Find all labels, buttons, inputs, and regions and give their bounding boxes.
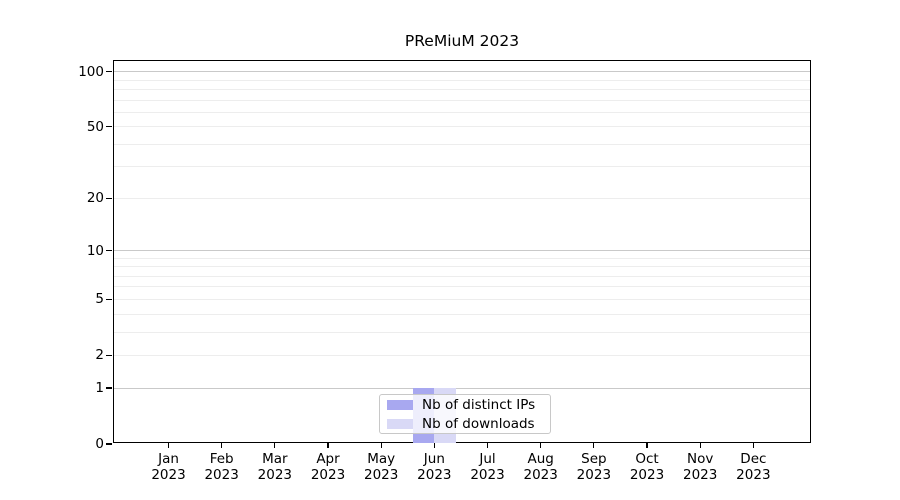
y-tick: [106, 387, 112, 389]
x-tick-month: Sep: [581, 451, 607, 467]
x-tick-year: 2023: [417, 467, 452, 483]
legend-swatch-distinct-ips: [387, 399, 413, 410]
x-tick: [274, 442, 276, 448]
x-tick-month: Aug: [527, 451, 554, 467]
x-tick-month: Dec: [740, 451, 767, 467]
gridline-minor: [114, 354, 810, 356]
gridline-minor: [114, 313, 810, 315]
x-tick-year: 2023: [683, 467, 718, 483]
legend-item-distinct-ips: Nb of distinct IPs: [380, 395, 550, 414]
x-tick-year: 2023: [629, 467, 665, 483]
x-tick-label: Feb 2023: [194, 451, 250, 483]
gridline-minor: [114, 126, 810, 128]
x-tick-year: 2023: [310, 467, 346, 483]
y-tick-label: 0: [95, 436, 104, 452]
gridline-minor: [114, 111, 810, 113]
x-tick-month: May: [367, 451, 396, 467]
legend-swatch-downloads: [387, 418, 413, 429]
x-tick: [327, 442, 329, 448]
x-tick-label: Aug 2023: [513, 451, 569, 483]
y-tick-label: 10: [86, 242, 104, 259]
x-tick: [221, 442, 223, 448]
x-tick-month: Jan: [158, 451, 179, 467]
y-tick: [106, 298, 112, 300]
gridline-major: [114, 387, 810, 389]
x-tick-year: 2023: [363, 467, 399, 483]
y-tick-label: 50: [86, 118, 104, 135]
x-tick-label: Nov 2023: [672, 451, 728, 483]
y-tick: [106, 126, 112, 128]
x-tick: [646, 442, 648, 448]
y-tick: [106, 70, 112, 73]
x-tick: [486, 442, 489, 448]
x-tick-month: Jun: [423, 451, 445, 467]
x-tick-year: 2023: [470, 467, 505, 483]
x-tick: [433, 442, 435, 448]
x-tick: [380, 442, 382, 448]
x-tick-month: Oct: [635, 451, 659, 467]
x-tick-year: 2023: [204, 467, 239, 483]
chart-title: PReMiuM 2023: [404, 32, 520, 50]
x-tick-month: Nov: [687, 451, 714, 467]
gridline-minor: [114, 166, 810, 168]
gridline-minor: [114, 79, 810, 81]
x-tick-month: Jul: [479, 451, 496, 467]
x-tick-label: Dec 2023: [725, 451, 781, 483]
y-tick-label: 1: [95, 380, 104, 397]
x-tick-label: Sep 2023: [566, 451, 622, 483]
x-tick-month: Apr: [316, 451, 340, 467]
x-tick-label: Jun 2023: [406, 451, 462, 483]
y-tick-label: 100: [78, 63, 104, 80]
gridline-minor: [114, 99, 810, 101]
gridline-minor: [114, 266, 810, 268]
gridline-minor: [114, 257, 810, 259]
x-tick-label: Mar 2023: [247, 451, 303, 483]
x-tick-year: 2023: [523, 467, 558, 483]
y-tick: [106, 249, 112, 252]
x-tick-month: Feb: [209, 451, 234, 467]
gridline-minor: [114, 88, 810, 90]
y-tick-label: 5: [95, 291, 104, 308]
x-tick-year: 2023: [736, 467, 771, 483]
plot-area: Nb of distinct IPs Nb of downloads 0 1 2 5 10…: [78, 60, 811, 483]
legend-label-distinct-ips: Nb of distinct IPs: [422, 396, 536, 413]
x-tick: [540, 442, 542, 448]
gridline-minor: [114, 275, 810, 277]
gridline-minor: [114, 143, 810, 145]
gridline-minor: [114, 298, 810, 300]
x-tick-year: 2023: [576, 467, 612, 483]
y-tick: [106, 443, 112, 445]
x-tick-label: Apr 2023: [300, 451, 356, 483]
gridline-minor: [114, 331, 810, 333]
x-tick-year: 2023: [257, 467, 292, 483]
gridline-minor: [114, 286, 810, 288]
x-tick: [699, 442, 701, 448]
x-tick: [752, 442, 754, 448]
x-tick-label: Jan 2023: [141, 451, 197, 483]
legend-label-downloads: Nb of downloads: [422, 415, 535, 432]
gridline-major: [114, 71, 810, 73]
x-tick-label: Oct 2023: [619, 451, 675, 483]
y-tick-label: 2: [95, 347, 104, 364]
legend: Nb of distinct IPs Nb of downloads: [379, 394, 551, 434]
y-tick: [106, 354, 112, 356]
y-tick: [106, 197, 112, 199]
x-tick-year: 2023: [151, 467, 186, 483]
x-tick-month: Mar: [262, 451, 288, 467]
x-tick-label: May 2023: [353, 451, 409, 483]
x-tick-label: Jul 2023: [460, 451, 516, 483]
gridline-major: [114, 250, 810, 251]
legend-item-downloads: Nb of downloads: [380, 414, 550, 433]
y-tick-label: 20: [86, 190, 104, 207]
x-tick: [593, 442, 595, 448]
gridline-minor: [114, 197, 810, 199]
x-tick: [167, 442, 170, 448]
